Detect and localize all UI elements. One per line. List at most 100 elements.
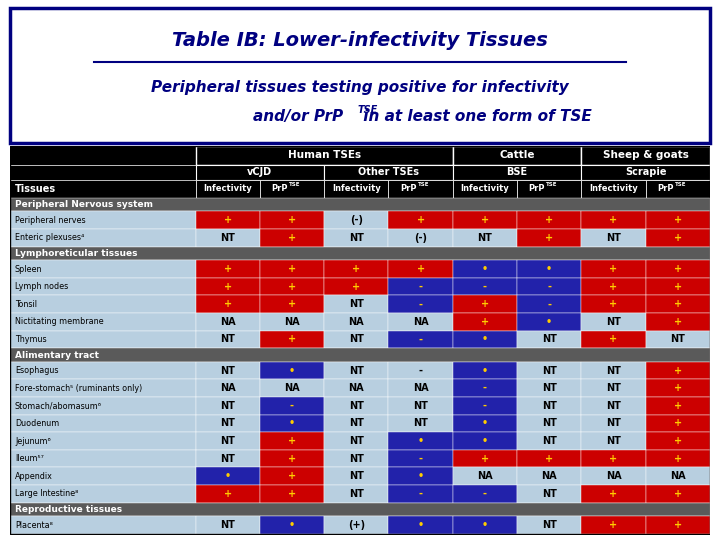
Text: NT: NT — [606, 401, 621, 411]
Text: -: - — [547, 282, 552, 292]
Bar — [646, 295, 710, 313]
Text: NT: NT — [349, 489, 364, 499]
Bar — [324, 516, 388, 534]
Text: Peripheral nerves: Peripheral nerves — [15, 216, 86, 225]
Bar — [388, 295, 453, 313]
Bar — [453, 415, 517, 432]
Bar — [324, 432, 388, 450]
Bar — [196, 146, 453, 165]
Bar — [646, 278, 710, 295]
Text: Placenta⁸: Placenta⁸ — [15, 521, 53, 530]
Bar — [388, 362, 453, 380]
Text: +: + — [674, 317, 682, 327]
Bar — [324, 362, 388, 380]
Bar — [260, 330, 324, 348]
Text: +: + — [224, 489, 232, 499]
Bar — [581, 278, 646, 295]
Text: Peripheral tissues testing positive for infectivity: Peripheral tissues testing positive for … — [151, 80, 569, 95]
Text: +: + — [674, 520, 682, 530]
Bar — [388, 180, 453, 198]
Bar — [453, 362, 517, 380]
Bar — [581, 516, 646, 534]
Bar — [581, 415, 646, 432]
Bar — [453, 278, 517, 295]
Bar — [196, 165, 324, 180]
Text: +: + — [609, 264, 618, 274]
Bar — [581, 450, 646, 468]
Bar — [453, 295, 517, 313]
Bar — [260, 397, 324, 415]
Bar — [453, 397, 517, 415]
Bar — [517, 212, 581, 229]
Bar — [10, 362, 196, 380]
Bar — [453, 260, 517, 278]
Text: NT: NT — [670, 334, 685, 345]
Text: Fore-stomach⁵ (ruminants only): Fore-stomach⁵ (ruminants only) — [15, 384, 143, 393]
Text: and/or PrPTSE in at least one form of TSE: and/or PrPTSE in at least one form of TS… — [182, 109, 538, 124]
Bar — [260, 450, 324, 468]
Bar — [517, 180, 581, 198]
Bar — [10, 212, 196, 229]
Text: Tonsil: Tonsil — [15, 300, 37, 309]
Bar — [646, 432, 710, 450]
Text: +: + — [674, 215, 682, 225]
Bar — [517, 330, 581, 348]
Text: +: + — [481, 215, 489, 225]
Bar — [196, 313, 260, 330]
Text: NA: NA — [284, 383, 300, 393]
Bar — [453, 146, 581, 165]
Text: NA: NA — [606, 471, 621, 481]
Text: +: + — [545, 454, 553, 464]
Text: TSE: TSE — [418, 183, 429, 187]
Text: Alimentary tract: Alimentary tract — [15, 350, 99, 360]
Text: Enteric plexuses⁴: Enteric plexuses⁴ — [15, 233, 84, 242]
Text: NT: NT — [541, 383, 557, 393]
Bar — [260, 485, 324, 503]
Bar — [388, 330, 453, 348]
Bar — [453, 450, 517, 468]
Text: +: + — [674, 436, 682, 446]
Text: PrP: PrP — [528, 184, 545, 193]
Bar — [324, 397, 388, 415]
Text: +: + — [352, 264, 360, 274]
Bar — [646, 362, 710, 380]
Bar — [453, 165, 581, 180]
Text: -: - — [483, 383, 487, 393]
Text: +: + — [352, 282, 360, 292]
Text: NT: NT — [349, 401, 364, 411]
Bar — [10, 485, 196, 503]
Text: Peripheral Nervous system: Peripheral Nervous system — [15, 200, 153, 209]
Bar — [10, 295, 196, 313]
Bar — [388, 313, 453, 330]
Bar — [324, 330, 388, 348]
Bar — [196, 180, 260, 198]
Bar — [196, 278, 260, 295]
Text: NT: NT — [606, 383, 621, 393]
Text: •: • — [482, 520, 488, 530]
Bar — [453, 330, 517, 348]
Bar — [324, 313, 388, 330]
Bar — [388, 432, 453, 450]
Text: +: + — [288, 334, 296, 345]
Bar — [453, 516, 517, 534]
Bar — [517, 229, 581, 247]
Text: +: + — [288, 299, 296, 309]
Text: Other TSEs: Other TSEs — [358, 167, 419, 177]
Bar — [581, 165, 710, 180]
Text: NT: NT — [541, 418, 557, 428]
Bar — [646, 450, 710, 468]
Text: (-): (-) — [350, 215, 363, 225]
Text: NT: NT — [220, 454, 235, 464]
Text: +: + — [416, 264, 425, 274]
Bar — [196, 432, 260, 450]
Bar — [581, 313, 646, 330]
Bar — [10, 313, 196, 330]
Bar — [324, 212, 388, 229]
Bar — [517, 313, 581, 330]
Bar — [196, 295, 260, 313]
Bar — [517, 415, 581, 432]
Bar — [260, 229, 324, 247]
Text: +: + — [224, 264, 232, 274]
Text: -: - — [418, 334, 423, 345]
Text: Lymph nodes: Lymph nodes — [15, 282, 68, 291]
